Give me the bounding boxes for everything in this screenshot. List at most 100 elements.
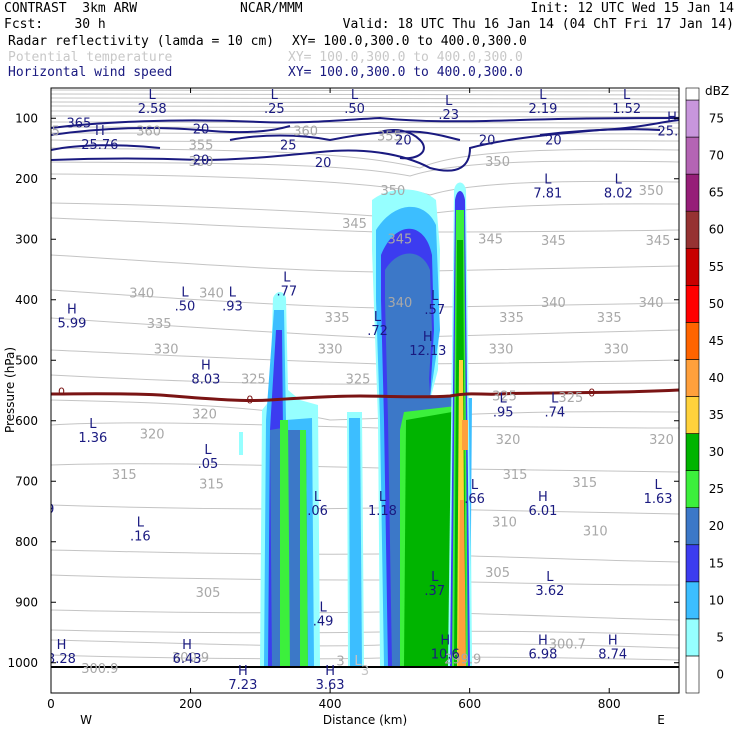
extremum-value: .74 bbox=[544, 406, 565, 421]
theta-label: 330 bbox=[489, 342, 514, 357]
theta-label: 350 bbox=[380, 184, 405, 199]
extremum-letter: H bbox=[538, 634, 548, 649]
extremum-value: 3.62 bbox=[535, 584, 564, 599]
colorbar-label: 20 bbox=[709, 519, 724, 533]
theta-label: 330 bbox=[604, 342, 629, 357]
theta-label: 325 bbox=[492, 390, 517, 405]
extremum-value: 8.02 bbox=[604, 187, 633, 202]
extremum-letter: L bbox=[431, 289, 439, 304]
y-tick-label: 700 bbox=[15, 474, 38, 488]
theta-label: 350 bbox=[189, 155, 214, 170]
y-tick-label: 600 bbox=[15, 414, 38, 428]
extremum-value: .57 bbox=[424, 303, 445, 318]
y-tick-label: 400 bbox=[15, 293, 38, 307]
colorbar-label: 0 bbox=[716, 667, 724, 681]
theta-label: 335 bbox=[499, 311, 524, 326]
y-tick-label: 500 bbox=[15, 353, 38, 367]
extremum-letter: H bbox=[538, 490, 548, 505]
field-xy-wind: XY= 100.0,300.0 to 400.0,300.0 bbox=[288, 65, 523, 80]
colorbar-swatch bbox=[685, 544, 700, 583]
field-name-reflectivity: Radar reflectivity (lamda = 10 cm) bbox=[8, 34, 275, 49]
extremum-value: .23 bbox=[438, 108, 459, 123]
colorbar-label: 35 bbox=[709, 408, 724, 422]
header-line2-right: Valid: 18 UTC Thu 16 Jan 14 (04 ChT Fri … bbox=[342, 17, 734, 32]
extremum-value: .66 bbox=[464, 492, 485, 507]
theta-label: 315 bbox=[199, 477, 224, 492]
theta-label: 355 bbox=[377, 129, 402, 144]
extremum-value: .50 bbox=[175, 300, 196, 315]
contour-fragment-label: L bbox=[354, 654, 362, 669]
extremum-letter: L bbox=[204, 443, 212, 458]
extremum-letter: L bbox=[471, 478, 479, 493]
x-tick-label: 200 bbox=[179, 697, 202, 711]
theta-label: 310 bbox=[492, 515, 517, 530]
colorbar-swatch bbox=[685, 173, 700, 212]
extremum-value: 10.6 bbox=[431, 648, 460, 663]
colorbar-label: 10 bbox=[709, 593, 724, 607]
colorbar-swatch bbox=[685, 470, 700, 508]
theta-label: 345 bbox=[541, 234, 566, 249]
extremum-letter: H bbox=[182, 638, 192, 653]
extremum-letter: L bbox=[314, 490, 322, 505]
extremum-value: 7.23 bbox=[228, 678, 257, 693]
theta-label: 345 bbox=[646, 234, 671, 249]
colorbar-unit: dBZ bbox=[705, 84, 729, 98]
header-line2-left: Fcst: 30 h bbox=[4, 17, 106, 32]
x-tick-label: 400 bbox=[319, 697, 342, 711]
extremum-value: 25.76 bbox=[81, 138, 118, 153]
colorbar: dBZ 0 5 10 15 20 25 30 35 40 45 50 55 60 65 70 75 bbox=[685, 84, 729, 694]
extremum-value: 12.13 bbox=[409, 344, 446, 359]
y-tick-label: 900 bbox=[15, 595, 38, 609]
colorbar-label: 25 bbox=[709, 482, 724, 496]
extremum-letter: H bbox=[440, 634, 450, 649]
extremum-letter: L bbox=[546, 570, 554, 585]
theta-label: 335 bbox=[597, 311, 622, 326]
theta-label: 330 bbox=[318, 342, 343, 357]
extremum-letter: L bbox=[445, 94, 453, 109]
field-xy-reflectivity: XY= 100.0,300.0 to 400.0,300.0 bbox=[292, 34, 527, 49]
theta-label: 330 bbox=[154, 342, 179, 357]
y-tick-label: 300 bbox=[15, 232, 38, 246]
extremum-letter: H bbox=[57, 638, 67, 653]
theta-label: 335 bbox=[147, 317, 172, 332]
extremum-value: .49 bbox=[313, 614, 334, 629]
colorbar-label: 55 bbox=[709, 260, 724, 274]
wind-label: 20 bbox=[395, 133, 412, 148]
extremum-letter: H bbox=[95, 124, 105, 139]
extremum-letter: H bbox=[201, 358, 211, 373]
colorbar-label: 50 bbox=[709, 297, 724, 311]
y-tick-label: 200 bbox=[15, 172, 38, 186]
extremum-letter: L bbox=[431, 570, 439, 585]
extremum-letter: H bbox=[608, 634, 618, 649]
colorbar-label: 65 bbox=[709, 186, 724, 200]
theta-label: 325 bbox=[558, 391, 583, 406]
extremum-letter: L bbox=[229, 286, 237, 301]
colorbar-label: 5 bbox=[716, 630, 724, 644]
y-tick-label: 100 bbox=[15, 111, 38, 125]
colorbar-label: 30 bbox=[709, 445, 724, 459]
wind-label: 20 bbox=[193, 123, 210, 138]
extremum-value: 8.03 bbox=[191, 372, 220, 387]
extremum-letter: L bbox=[539, 88, 547, 103]
wind-label: 20 bbox=[315, 156, 332, 171]
header-line1-right: Init: 12 UTC Wed 15 Jan 14 bbox=[530, 1, 735, 16]
extremum-letter: L bbox=[379, 490, 387, 505]
colorbar-swatch bbox=[685, 359, 700, 397]
extremum-letter: H bbox=[325, 664, 335, 679]
extremum-value: .95 bbox=[493, 406, 514, 421]
extremum-value: 2.58 bbox=[138, 102, 167, 117]
extremum-letter: H bbox=[67, 303, 77, 318]
extremum-letter: L bbox=[181, 286, 189, 301]
extremum-letter: L bbox=[137, 516, 145, 531]
theta-label: 320 bbox=[649, 433, 674, 448]
extremum-value: 6.01 bbox=[528, 504, 557, 519]
x-tick-label: 0 bbox=[47, 697, 55, 711]
extremum-value: .72 bbox=[367, 324, 388, 339]
extremum-value: .93 bbox=[222, 300, 243, 315]
extremum-value: 8.74 bbox=[598, 648, 627, 663]
theta-label: 350 bbox=[485, 155, 510, 170]
colorbar-cap bbox=[685, 87, 700, 101]
reflectivity-shading bbox=[239, 182, 472, 666]
extremum-value: .50 bbox=[344, 102, 365, 117]
colorbar-label: 75 bbox=[709, 112, 724, 126]
